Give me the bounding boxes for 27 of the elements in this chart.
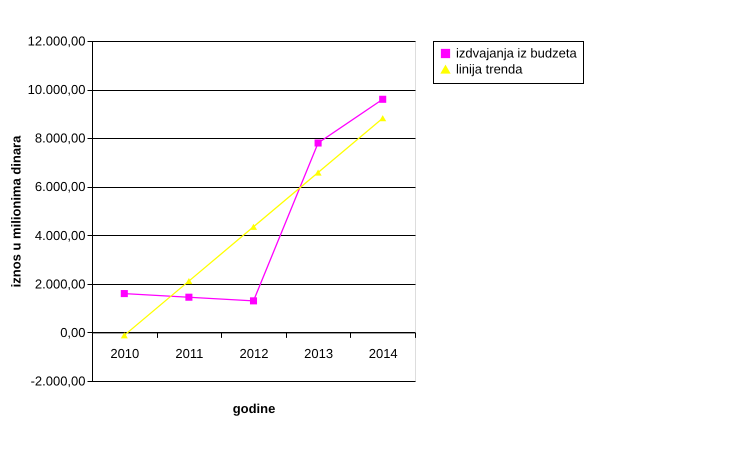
y-axis-title: iznos u milionima dinara — [8, 134, 24, 288]
y-tick-label: 4.000,00 — [34, 228, 86, 243]
x-tick-label: 2011 — [175, 346, 204, 361]
point — [379, 115, 386, 122]
point — [379, 96, 386, 103]
point — [250, 297, 258, 304]
point — [314, 139, 322, 147]
legend-label: linija trenda — [456, 62, 524, 76]
point — [185, 278, 192, 284]
x-tick-label: 2012 — [240, 346, 268, 361]
x-axis-title: godine — [232, 400, 276, 416]
x-tick-label: 2010 — [110, 346, 140, 361]
point — [185, 294, 192, 301]
y-tick-label: 6.000,00 — [34, 179, 86, 194]
y-tick-label: 2.000,00 — [34, 276, 86, 292]
point — [120, 332, 128, 338]
point — [120, 290, 128, 298]
x-tick-label: 2014 — [368, 346, 398, 361]
y-tick-label: 12.000,00 — [28, 34, 86, 48]
legend-label: izdvajanja iz budzeta — [456, 46, 578, 60]
point — [250, 224, 258, 230]
y-tick-label: 8.000,00 — [34, 130, 86, 146]
point — [314, 169, 322, 176]
y-tick-label: 0,00 — [60, 324, 86, 340]
y-tick-label: 10.000,00 — [28, 82, 86, 98]
y-tick-label: -2.000,00 — [30, 374, 86, 388]
x-tick-label: 2013 — [304, 346, 334, 361]
